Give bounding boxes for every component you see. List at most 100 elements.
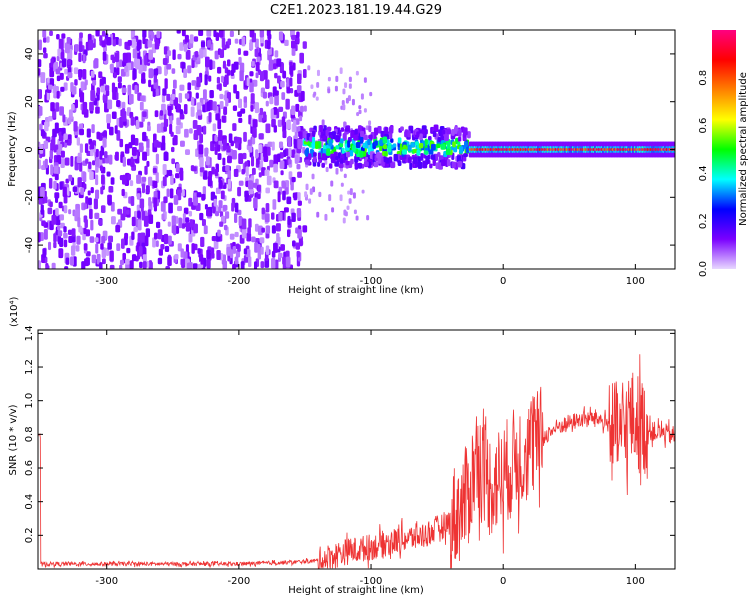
heatmap-cell <box>176 30 181 34</box>
heatmap-cell <box>180 248 184 258</box>
heatmap-cell <box>206 30 212 37</box>
y-tick-label: 1.0 <box>24 393 35 409</box>
heatmap-cell <box>429 163 433 169</box>
heatmap-cell <box>256 244 261 252</box>
heatmap-cell <box>368 134 372 139</box>
heatmap-cell <box>56 154 62 165</box>
heatmap-cell <box>46 91 50 101</box>
spectrogram-y-axis: -40 -20 0 20 40 <box>24 48 675 253</box>
heatmap-cell <box>321 119 325 127</box>
heatmap-cell <box>140 95 145 102</box>
heatmap-cell <box>234 256 239 265</box>
heatmap-cell <box>41 220 46 227</box>
heatmap-cell <box>315 96 319 101</box>
heatmap-cell <box>344 127 350 132</box>
heatmap-cell <box>155 172 159 183</box>
heatmap-cell <box>280 80 285 88</box>
heatmap-cell <box>40 129 46 137</box>
heatmap-cell <box>153 197 158 208</box>
heatmap-cell <box>253 261 258 269</box>
heatmap-cell <box>53 233 57 243</box>
heatmap-cell <box>390 144 394 149</box>
heatmap-cell <box>295 103 300 112</box>
heatmap-cell <box>76 156 82 163</box>
heatmap-cell <box>402 144 407 150</box>
heatmap-cell <box>424 128 428 135</box>
heatmap-cell <box>347 190 351 195</box>
heatmap-cell <box>82 53 86 64</box>
heatmap-cell <box>171 158 175 165</box>
heatmap-cell <box>179 114 185 120</box>
heatmap-cell <box>148 260 153 269</box>
heatmap-cell <box>299 52 304 64</box>
heatmap-cell <box>90 219 94 231</box>
heatmap-cell <box>110 201 115 212</box>
heatmap-cell <box>189 219 194 228</box>
x-tick-label: 100 <box>626 276 645 287</box>
heatmap-cell <box>59 72 64 80</box>
heatmap-cell <box>226 145 231 153</box>
heatmap-cell <box>117 208 123 215</box>
heatmap-cell <box>288 147 292 157</box>
heatmap-cell <box>400 126 404 131</box>
heatmap-cell <box>355 70 359 76</box>
heatmap-cell <box>233 84 237 94</box>
heatmap-cell <box>237 186 242 197</box>
heatmap-cell <box>129 260 134 269</box>
heatmap-cell <box>84 218 88 229</box>
heatmap-cell <box>266 30 271 37</box>
heatmap-cell <box>192 119 198 129</box>
heatmap-cell <box>197 248 201 255</box>
heatmap-cell <box>42 248 47 258</box>
heatmap-cell <box>38 260 41 269</box>
heatmap-cell <box>263 111 267 121</box>
snr-x-label: Height of straight line (km) <box>288 585 424 596</box>
heatmap-cell <box>279 152 284 159</box>
heatmap-cell <box>340 158 344 165</box>
heatmap-cell <box>75 245 80 252</box>
heatmap-cell <box>64 68 68 75</box>
heatmap-cell <box>38 198 43 205</box>
heatmap-cell <box>121 188 125 197</box>
heatmap-cell <box>275 223 281 232</box>
heatmap-cell <box>273 125 277 133</box>
heatmap-cell <box>184 93 190 99</box>
heatmap-cell <box>247 227 251 235</box>
heatmap-cell <box>181 30 186 37</box>
x-tick-label: 0 <box>500 276 506 287</box>
heatmap-cell <box>250 155 255 167</box>
heatmap-cell <box>185 244 189 254</box>
heatmap-cell <box>244 190 249 198</box>
heatmap-cell <box>384 151 388 157</box>
heatmap-cell <box>271 141 275 151</box>
heatmap-cell <box>96 253 101 265</box>
heatmap-cell <box>42 30 47 38</box>
heatmap-cell <box>198 30 204 37</box>
heatmap-cell <box>68 109 73 120</box>
heatmap-cell <box>280 170 284 176</box>
heatmap-cell <box>57 48 62 57</box>
heatmap-cell <box>106 37 112 46</box>
heatmap-cell <box>167 169 173 176</box>
heatmap-cell <box>344 211 348 217</box>
heatmap-cell <box>412 156 418 164</box>
heatmap-cell <box>59 248 64 257</box>
heatmap-cell <box>407 130 411 138</box>
heatmap-cell <box>166 63 172 70</box>
heatmap-cell <box>38 159 42 170</box>
heatmap-cell <box>210 247 215 254</box>
heatmap-cell <box>44 158 48 169</box>
heatmap-cell <box>89 208 93 220</box>
heatmap-cell <box>368 125 372 133</box>
heatmap-cell <box>384 126 389 135</box>
heatmap-cell <box>188 210 193 217</box>
heatmap-cell <box>467 131 471 139</box>
heatmap-cell <box>90 142 95 150</box>
heatmap-cell <box>56 55 60 62</box>
heatmap-cell <box>50 58 54 68</box>
heatmap-cell <box>100 243 104 250</box>
heatmap-cell <box>153 74 157 83</box>
heatmap-cell <box>164 78 168 90</box>
heatmap-cell <box>49 150 54 160</box>
heatmap-cell <box>214 134 218 142</box>
